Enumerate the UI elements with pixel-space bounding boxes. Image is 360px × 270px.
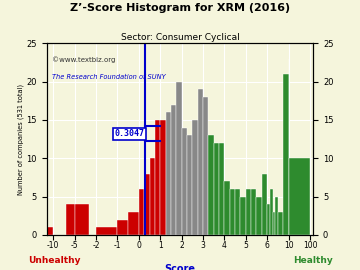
Bar (262, 174, 267, 235)
Bar (283, 74, 289, 235)
Bar (275, 197, 278, 235)
Bar (96, 227, 117, 235)
Bar (273, 212, 275, 235)
Bar (187, 135, 192, 235)
Bar (246, 189, 251, 235)
Bar (235, 189, 240, 235)
Bar (256, 197, 262, 235)
Bar (176, 82, 181, 235)
Text: Healthy: Healthy (293, 256, 333, 265)
Bar (224, 181, 230, 235)
Bar (149, 158, 155, 235)
Bar (181, 127, 187, 235)
Bar (66, 204, 75, 235)
Bar (155, 120, 160, 235)
Text: Z’-Score Histogram for XRM (2016): Z’-Score Histogram for XRM (2016) (70, 3, 290, 13)
Bar (166, 112, 171, 235)
X-axis label: Score: Score (165, 264, 195, 270)
Y-axis label: Number of companies (531 total): Number of companies (531 total) (17, 83, 24, 195)
Text: The Research Foundation of SUNY: The Research Foundation of SUNY (52, 74, 166, 80)
Bar (160, 120, 166, 235)
Title: Sector: Consumer Cyclical: Sector: Consumer Cyclical (121, 33, 239, 42)
Bar (198, 89, 203, 235)
Bar (289, 158, 310, 235)
Bar (240, 197, 246, 235)
Text: 0.3047: 0.3047 (114, 129, 144, 138)
Bar (75, 204, 89, 235)
Bar (144, 174, 149, 235)
Bar (230, 189, 235, 235)
Bar (208, 135, 214, 235)
Text: Unhealthy: Unhealthy (28, 256, 80, 265)
Bar (45, 227, 53, 235)
Bar (128, 212, 139, 235)
Bar (214, 143, 219, 235)
Bar (203, 97, 208, 235)
Bar (117, 220, 128, 235)
Text: ©www.textbiz.org: ©www.textbiz.org (52, 57, 116, 63)
Bar (278, 212, 283, 235)
Bar (192, 120, 198, 235)
Bar (219, 143, 224, 235)
Bar (251, 189, 256, 235)
Bar (270, 189, 273, 235)
Bar (267, 204, 270, 235)
Bar (139, 189, 144, 235)
Bar (171, 104, 176, 235)
